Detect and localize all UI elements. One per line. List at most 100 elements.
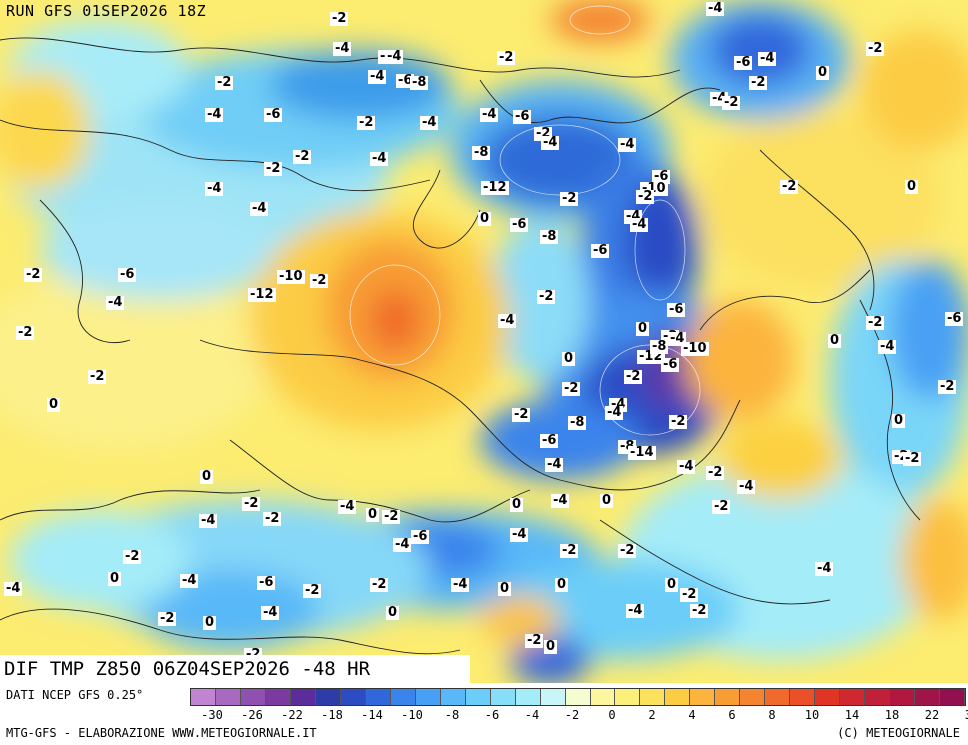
anomaly-value-label: -6 (411, 529, 430, 544)
anomaly-value-label: -4 (250, 201, 269, 216)
anomaly-value-label: -2 (357, 115, 376, 130)
anomaly-value-label: -6 (396, 73, 415, 88)
anomaly-value-label: -4 (677, 459, 696, 474)
anomaly-value-label: 0 (386, 605, 400, 620)
anomaly-value-label: -2 (16, 325, 35, 340)
color-swatch (765, 689, 791, 705)
anomaly-value-label: -2 (712, 499, 731, 514)
color-scale-tick: -26 (241, 708, 263, 722)
color-swatch (615, 689, 641, 705)
anomaly-value-label: -8 (650, 339, 669, 354)
anomaly-value-label: -4 (368, 69, 387, 84)
anomaly-value-label: -4 (498, 313, 517, 328)
anomaly-value-label: -2 (370, 577, 389, 592)
color-swatch (640, 689, 666, 705)
anomaly-value-label: -2 (560, 543, 579, 558)
anomaly-value-label: 0 (47, 397, 61, 412)
anomaly-value-label: 0 (892, 413, 906, 428)
color-scale-tick: -18 (321, 708, 343, 722)
anomaly-value-label: 0 (108, 571, 122, 586)
anomaly-value-label: -2 (123, 549, 142, 564)
color-scale-tick: 0 (608, 708, 616, 722)
anomaly-value-label: -2 (780, 179, 799, 194)
anomaly-value-label: -2 (938, 379, 957, 394)
anomaly-value-label: 0 (203, 615, 217, 630)
anomaly-value-label: 0 (665, 577, 679, 592)
color-swatch (215, 689, 241, 705)
color-swatch (191, 689, 216, 705)
anomaly-value-label: -12 (248, 287, 276, 302)
color-swatch (240, 689, 266, 705)
color-swatch (715, 689, 741, 705)
anomaly-value-label: -2 (382, 509, 401, 524)
color-swatch (290, 689, 316, 705)
anomaly-value-label: -2 (706, 465, 725, 480)
color-scale-tick: -10 (401, 708, 423, 722)
color-scale-bar (190, 688, 966, 706)
anomaly-value-label: -6 (513, 109, 532, 124)
anomaly-value-label: -2 (618, 543, 637, 558)
color-swatch (390, 689, 416, 705)
anomaly-value-label: -4 (706, 1, 725, 16)
anomaly-value-label: -2 (158, 611, 177, 626)
color-swatch (415, 689, 441, 705)
color-swatch (790, 689, 816, 705)
color-scale-tick: 22 (924, 708, 940, 722)
data-source-label: DATI NCEP GFS 0.25° (6, 688, 144, 702)
anomaly-value-label: -4 (420, 115, 439, 130)
color-swatch (315, 689, 341, 705)
anomaly-value-label: 0 (510, 497, 524, 512)
anomaly-value-label: -4 (618, 137, 637, 152)
anomaly-value-label: -2 (242, 496, 261, 511)
anomaly-value-label: -4 (630, 217, 649, 232)
anomaly-value-label: -4 (878, 339, 897, 354)
color-scale-tick: -14 (361, 708, 383, 722)
anomaly-value-label: 0 (498, 581, 512, 596)
color-swatch (940, 689, 966, 705)
anomaly-value-label: -12 (481, 180, 509, 195)
anomaly-value-label: -4 (510, 527, 529, 542)
anomaly-value-label: -14 (628, 445, 656, 460)
anomaly-value-label: -6 (945, 311, 964, 326)
color-swatch (815, 689, 841, 705)
color-swatch (890, 689, 916, 705)
anomaly-value-label: -2 (624, 369, 643, 384)
color-swatch (440, 689, 466, 705)
anomaly-value-label: -4 (758, 51, 777, 66)
anomaly-value-label: -4 (199, 513, 218, 528)
anomaly-value-label: 0 (816, 65, 830, 80)
anomaly-value-label: -6 (510, 217, 529, 232)
anomaly-value-label: -2 (669, 414, 688, 429)
anomaly-value-label: -2 (24, 267, 43, 282)
color-scale-tick: 10 (804, 708, 820, 722)
map-caption: DIF TMP Z850 06Z04SEP2026 -48 HR (0, 655, 470, 683)
color-scale-tick: -2 (564, 708, 580, 722)
anomaly-value-label: -6 (118, 267, 137, 282)
anomaly-value-label: -2 (560, 191, 579, 206)
anomaly-value-label: -6 (257, 575, 276, 590)
color-swatch (540, 689, 566, 705)
anomaly-value-label: -4 (551, 493, 570, 508)
anomaly-value-label: -4 (4, 581, 23, 596)
anomaly-value-label: -4 (205, 107, 224, 122)
anomaly-value-label: -4 (541, 135, 560, 150)
anomaly-value-label: -8 (540, 229, 559, 244)
anomaly-value-label: -2 (88, 369, 107, 384)
anomaly-value-label: -2 (636, 189, 655, 204)
color-swatch (565, 689, 591, 705)
color-scale-tick: 14 (844, 708, 860, 722)
anomaly-value-label: -2 (866, 315, 885, 330)
anomaly-value-label: 0 (562, 351, 576, 366)
anomaly-value-label: -6 (667, 302, 686, 317)
anomaly-value-label: -4 (338, 499, 357, 514)
color-scale-ticks: -30 -26 -22 -18 -14 -10 -8 -6 -4 -2 0 2 4 6 8 10 14 18 22 3… (190, 708, 968, 724)
anomaly-value-label: -2 (690, 603, 709, 618)
anomaly-value-label: -2 (263, 511, 282, 526)
anomaly-value-label: -8 (410, 75, 429, 90)
temperature-anomaly-map (0, 0, 968, 683)
anomaly-value-label: 0 (828, 333, 842, 348)
anomaly-value-label: -2 (512, 407, 531, 422)
anomaly-value-label: 0 (200, 469, 214, 484)
anomaly-value-label: 0 (555, 577, 569, 592)
anomaly-value-label: -4 (737, 479, 756, 494)
